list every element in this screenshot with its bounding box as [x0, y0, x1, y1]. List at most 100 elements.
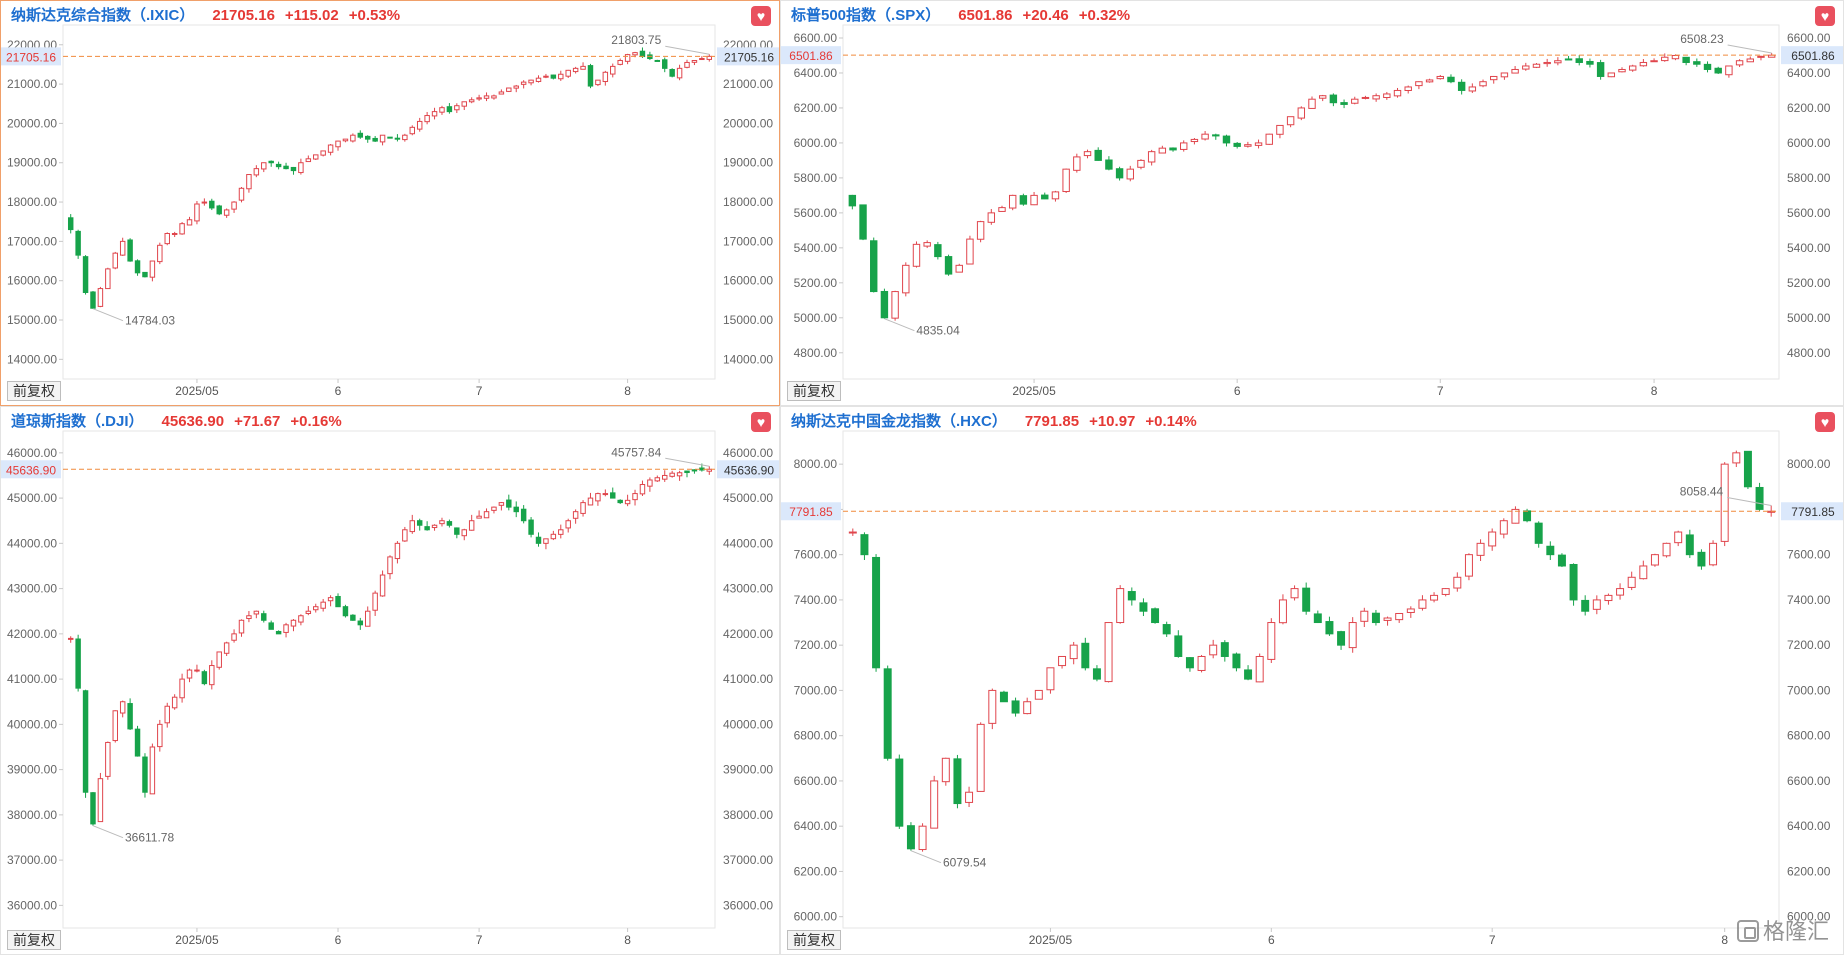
current-price-tag: 6501.86 — [789, 49, 833, 63]
y-tick-label-left: 7000.00 — [794, 683, 838, 697]
adjust-mode-button[interactable]: 前复权 — [787, 930, 841, 950]
candle-body — [164, 705, 170, 724]
adjust-mode-button[interactable]: 前复权 — [787, 381, 841, 401]
candle-body — [1081, 642, 1090, 669]
candle-body — [1104, 622, 1113, 683]
panel-hxc[interactable]: 纳斯达克中国金龙指数（.HXC） 7791.85 +10.97 +0.14% ♥ 60… — [780, 406, 1844, 955]
candle-body — [1222, 135, 1231, 144]
candle-body — [1714, 67, 1722, 74]
y-tick-label-right: 41000.00 — [723, 672, 773, 686]
candle-body — [1447, 76, 1455, 83]
candle-body — [1105, 159, 1113, 170]
y-tick-label-right: 17000.00 — [723, 234, 773, 248]
candle-body — [268, 622, 274, 630]
candle-body — [1404, 86, 1412, 91]
panel-header: 标普500指数（.SPX） 6501.86 +20.46 +0.32% — [791, 5, 1130, 27]
candle-body — [446, 521, 453, 526]
candle-body — [1682, 56, 1690, 63]
panel-spx[interactable]: 标普500指数（.SPX） 6501.86 +20.46 +0.32% ♥ 4800.… — [780, 0, 1844, 406]
candle-body — [105, 268, 111, 290]
candle-body — [1703, 63, 1712, 70]
current-price-tag: 7791.85 — [789, 505, 833, 519]
candle-body — [387, 556, 393, 575]
candle-body — [1725, 65, 1733, 76]
candle-body — [535, 77, 542, 82]
y-tick-label-left: 16000.00 — [7, 274, 57, 288]
x-tick-label: 8 — [624, 384, 631, 398]
watermark-text: 格隆汇 — [1762, 920, 1829, 945]
current-price-tag-bg — [781, 502, 841, 521]
candle-body — [157, 244, 163, 263]
panel-ixic[interactable]: 纳斯达克综合指数（.IXIC） 21705.16 +115.02 +0.53% ♥ 1… — [0, 0, 780, 406]
watermark-logo: 格隆汇 — [1736, 914, 1829, 946]
candlestick-chart[interactable]: 36000.00 36000.00 37000.00 37000.00 38000.00… — [1, 407, 780, 955]
candlestick-chart[interactable]: 4800.00 4800.00 5000.00 5000.00 5200.00 5200.… — [781, 1, 1844, 406]
candle-body — [1581, 599, 1590, 612]
favorite-heart-icon[interactable]: ♥ — [1815, 412, 1835, 432]
candle-body — [580, 65, 586, 70]
candle-body — [1415, 81, 1423, 87]
candle-body — [1564, 58, 1573, 61]
high-label: 21803.75 — [611, 33, 661, 47]
candle-body — [105, 741, 111, 777]
candle-body — [320, 601, 326, 609]
candle-body — [558, 529, 564, 535]
candle-body — [246, 615, 252, 620]
candle-body — [194, 203, 200, 222]
favorite-heart-icon[interactable]: ♥ — [1815, 6, 1835, 26]
x-tick-label: 2025/05 — [175, 933, 219, 947]
candle-body — [1147, 151, 1156, 163]
y-tick-label-left: 19000.00 — [7, 156, 57, 170]
candle-body — [409, 520, 416, 533]
panel-header: 纳斯达克综合指数（.IXIC） 21705.16 +115.02 +0.53% — [11, 5, 400, 27]
y-tick-label-right: 21000.00 — [723, 77, 773, 91]
candle-body — [1639, 565, 1648, 580]
candle-body — [543, 75, 549, 78]
candle-body — [1254, 142, 1263, 146]
candle-body — [394, 137, 401, 140]
candle-body — [298, 162, 304, 174]
adjust-mode-button[interactable]: 前复权 — [7, 930, 61, 950]
candle-body — [1069, 644, 1078, 660]
candle-body — [550, 533, 557, 540]
y-tick-label-left: 46000.00 — [7, 446, 57, 460]
candle-body — [632, 52, 638, 56]
high-leader — [665, 457, 710, 467]
candle-body — [1406, 608, 1415, 613]
favorite-heart-icon[interactable]: ♥ — [751, 412, 771, 432]
y-tick-label-right: 8000.00 — [1787, 457, 1831, 471]
candle-body — [669, 68, 675, 77]
candle-body — [1244, 144, 1252, 147]
y-tick-label-right: 16000.00 — [723, 274, 773, 288]
panel-dji[interactable]: 道琼斯指数（.DJI） 45636.90 +71.67 +0.16% ♥ 36000.… — [0, 406, 780, 955]
candle-body — [1030, 194, 1038, 206]
favorite-heart-icon[interactable]: ♥ — [751, 6, 771, 26]
candle-body — [379, 134, 386, 143]
y-tick-label-right: 37000.00 — [723, 853, 773, 867]
y-tick-label-left: 18000.00 — [7, 195, 57, 209]
candlestick-chart[interactable]: 6000.00 6000.00 6200.00 6200.00 6400.00 6400.… — [781, 407, 1844, 955]
candle-body — [186, 669, 193, 679]
candle-body — [1735, 60, 1744, 66]
index-name: 纳斯达克综合指数（.IXIC） — [11, 7, 195, 24]
y-tick-label-left: 5800.00 — [794, 171, 838, 185]
candle-body — [1212, 134, 1220, 137]
candle-body — [1534, 522, 1543, 544]
candle-body — [424, 115, 430, 123]
candle-body — [409, 126, 416, 135]
candle-body — [483, 511, 490, 519]
candle-body — [1755, 486, 1764, 510]
price-change: +71.67 — [234, 413, 281, 430]
adjust-mode-button[interactable]: 前复权 — [7, 381, 61, 401]
candle-body — [999, 691, 1008, 703]
price-change: +20.46 — [1022, 7, 1069, 24]
y-tick-label-left: 44000.00 — [7, 536, 57, 550]
candle-body — [275, 163, 282, 168]
candle-body — [1457, 81, 1466, 91]
candle-body — [1151, 608, 1160, 624]
candlestick-chart[interactable]: 14000.00 14000.00 15000.00 15000.00 16000.00… — [1, 1, 780, 406]
y-tick-label-right: 6200.00 — [1787, 864, 1831, 878]
current-price-tag-bg — [781, 46, 841, 65]
candle-body — [127, 239, 133, 262]
